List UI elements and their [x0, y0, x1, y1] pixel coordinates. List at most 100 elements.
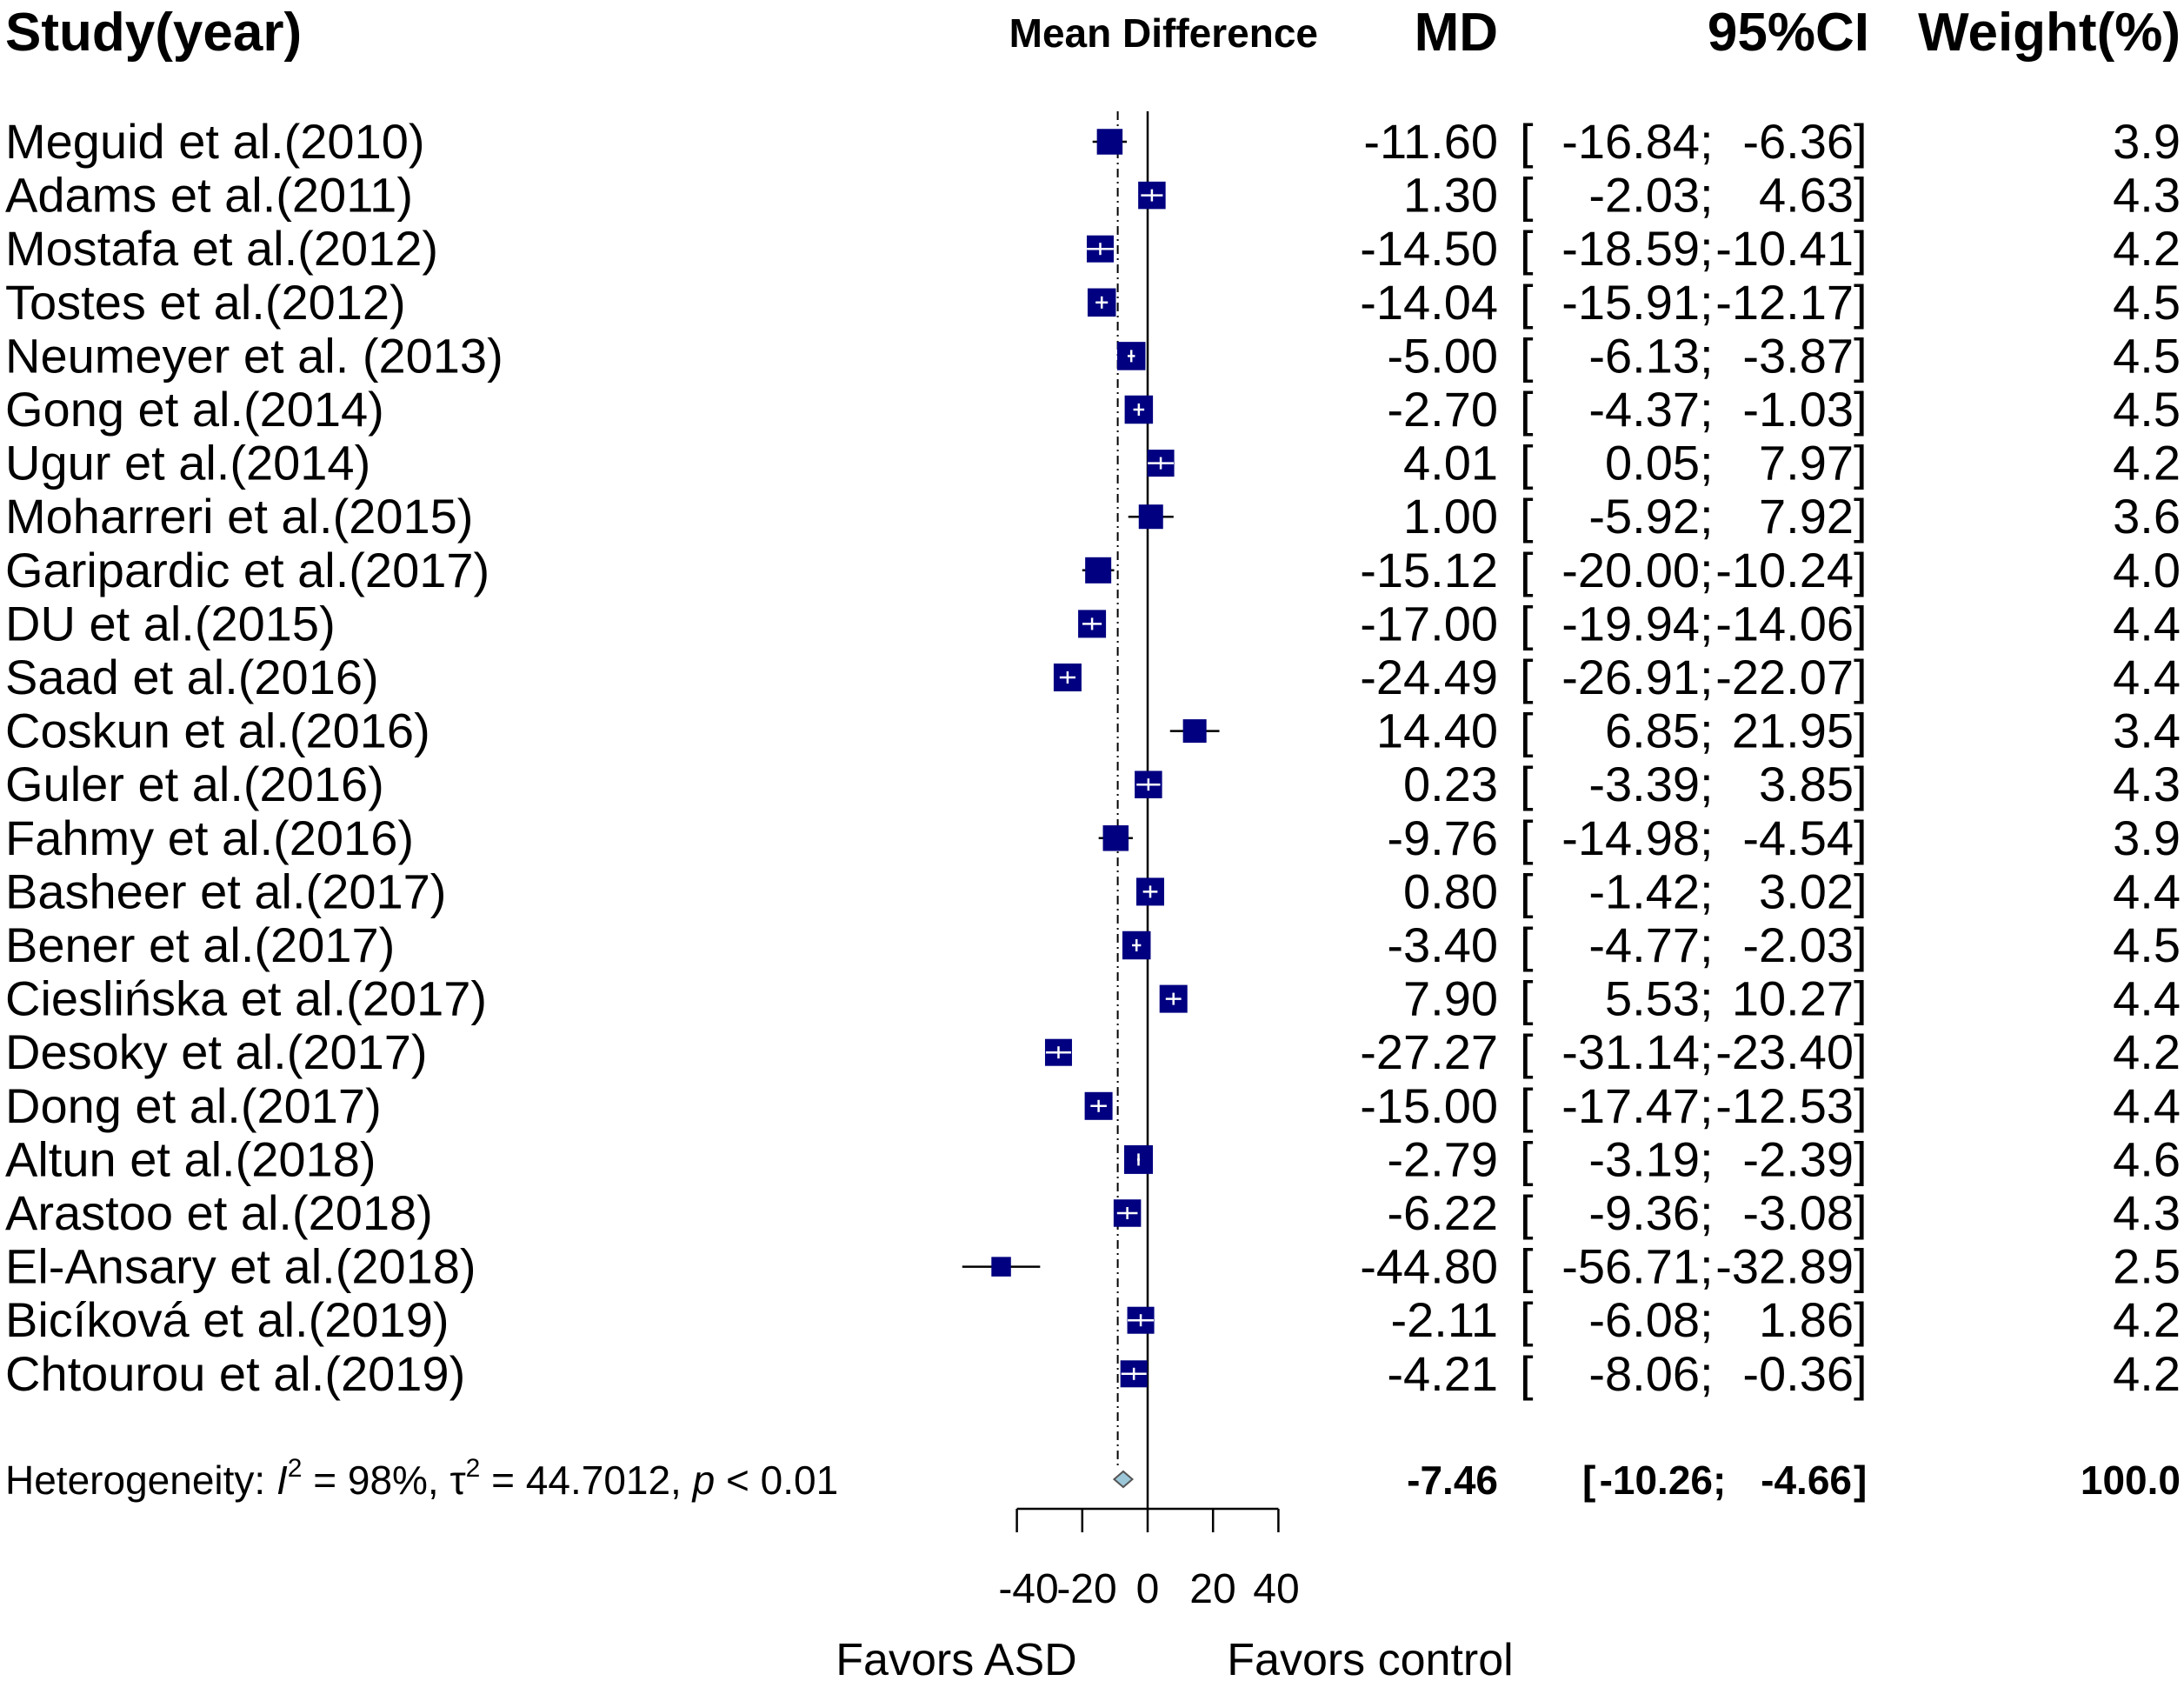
- study-md: -27.27: [1360, 1024, 1498, 1079]
- study-ci-upper: 3.85: [1759, 757, 1854, 811]
- ci-open-bracket: [: [1520, 275, 1534, 330]
- favors-asd-label: Favors ASD: [836, 1635, 1076, 1681]
- study-ci-lower: 0.05: [1605, 436, 1700, 490]
- study-ci-lower: -16.84: [1561, 114, 1700, 169]
- ci-open-bracket: [: [1520, 489, 1534, 544]
- study-ci-lower: -31.14: [1561, 1024, 1700, 1079]
- ci-separator: ;: [1700, 168, 1714, 223]
- study-name: Chtourou et al.(2019): [5, 1346, 465, 1401]
- ci-close-bracket: ]: [1854, 1131, 1868, 1186]
- study-name: Mostafa et al.(2012): [5, 221, 438, 276]
- study-ci-lower: -15.91: [1561, 275, 1700, 330]
- effect-square: [991, 1257, 1011, 1277]
- p-symbol: p: [691, 1458, 716, 1503]
- header-study: Study(year): [5, 3, 302, 63]
- study-name: Ugur et al.(2014): [5, 436, 370, 490]
- ci-close-bracket: ]: [1854, 1078, 1868, 1133]
- effect-square: [1085, 557, 1112, 584]
- study-weight: 4.5: [2113, 328, 2181, 383]
- study-row: Moharreri et al.(2015) 1.00 [-5.92; 7.92] 3.…: [5, 489, 2181, 544]
- ci-separator: ;: [1700, 543, 1714, 597]
- ci-separator: ;: [1700, 221, 1714, 276]
- ci-open-bracket: [: [1520, 1185, 1534, 1240]
- study-weight: 3.4: [2113, 704, 2181, 758]
- ci-open-bracket: [: [1520, 1346, 1534, 1401]
- x-tick-label: 20: [1189, 1566, 1235, 1612]
- study-name: Desoky et al.(2017): [5, 1024, 428, 1079]
- study-weight: 4.6: [2113, 1131, 2181, 1186]
- ci-open-bracket: [: [1520, 328, 1534, 383]
- study-ci-lower: 6.85: [1605, 704, 1700, 758]
- study-row: Adams et al.(2011) 1.30 [-2.03; 4.63] 4.3: [5, 168, 2181, 223]
- ci-open-bracket: [: [1520, 382, 1534, 437]
- study-ci-lower: -2.03: [1588, 168, 1700, 223]
- study-md: 14.40: [1376, 704, 1498, 758]
- pooled-ci-upper: -4.66: [1761, 1458, 1852, 1503]
- ci-open-bracket: [: [1520, 971, 1534, 1026]
- ci-open-bracket: [: [1520, 221, 1534, 276]
- study-weight: 4.0: [2113, 543, 2181, 597]
- pooled-ci-close: ]: [1854, 1458, 1867, 1503]
- study-row: Garipardic et al.(2017) -15.12 [-20.00; -10…: [5, 543, 2181, 597]
- study-ci-upper: -2.03: [1742, 917, 1854, 972]
- ci-close-bracket: ]: [1854, 221, 1868, 276]
- study-name: Garipardic et al.(2017): [5, 543, 489, 597]
- study-weight: 4.3: [2113, 1185, 2181, 1240]
- ci-open-bracket: [: [1520, 596, 1534, 650]
- study-ci-lower: -3.19: [1588, 1131, 1700, 1186]
- ci-open-bracket: [: [1520, 864, 1534, 918]
- ci-close-bracket: ]: [1854, 382, 1868, 437]
- study-row: Coskun et al.(2016) 14.40 [6.85; 21.95] 3.4: [5, 704, 2181, 758]
- study-ci-upper: -3.87: [1742, 328, 1854, 383]
- study-row: Desoky et al.(2017) -27.27 [-31.14; -23.40]…: [5, 1024, 2181, 1079]
- x-tick-label: -40: [998, 1566, 1058, 1612]
- ci-close-bracket: ]: [1854, 543, 1868, 597]
- study-row: Bener et al.(2017) -3.40 [-4.77; -2.03] 4.5: [5, 917, 2181, 972]
- effect-square: [1096, 129, 1123, 155]
- ci-separator: ;: [1700, 114, 1714, 169]
- heterogeneity-label: Heterogeneity:: [5, 1458, 276, 1503]
- study-weight: 3.9: [2113, 810, 2181, 865]
- study-ci-upper: -10.41: [1715, 221, 1854, 276]
- ci-open-bracket: [: [1520, 543, 1534, 597]
- study-weight: 4.4: [2113, 596, 2181, 650]
- study-name: Bicíková et al.(2019): [5, 1292, 449, 1347]
- study-ci-upper: 4.63: [1759, 168, 1854, 223]
- study-row: Ugur et al.(2014) 4.01 [0.05; 7.97] 4.2: [5, 436, 2181, 490]
- study-md: -3.40: [1387, 917, 1498, 972]
- study-weight: 4.2: [2113, 221, 2181, 276]
- study-row: Guler et al.(2016) 0.23 [-3.39; 3.85] 4.3: [5, 757, 2181, 811]
- study-name: El-Ansary et al.(2018): [5, 1239, 476, 1294]
- study-ci-upper: 7.97: [1759, 436, 1854, 490]
- ci-close-bracket: ]: [1854, 704, 1868, 758]
- ci-separator: ;: [1700, 382, 1714, 437]
- study-row: Fahmy et al.(2016) -9.76 [-14.98; -4.54] 3.9: [5, 810, 2181, 865]
- ci-separator: ;: [1700, 1185, 1714, 1240]
- study-ci-lower: -19.94: [1561, 596, 1700, 650]
- study-ci-upper: -10.24: [1715, 543, 1854, 597]
- i2-value: = 98%,: [302, 1458, 449, 1503]
- effect-square: [1138, 504, 1163, 530]
- study-md: -15.00: [1360, 1078, 1498, 1133]
- study-md: -11.60: [1363, 114, 1498, 169]
- study-row: Arastoo et al.(2018) -6.22 [-9.36; -3.08] 4.…: [5, 1185, 2181, 1240]
- ci-close-bracket: ]: [1854, 328, 1868, 383]
- ci-separator: ;: [1700, 436, 1714, 490]
- study-md: 0.23: [1403, 757, 1498, 811]
- study-ci-upper: -0.36: [1742, 1346, 1854, 1401]
- ci-separator: ;: [1700, 971, 1714, 1026]
- study-name: Arastoo et al.(2018): [5, 1185, 433, 1240]
- ci-open-bracket: [: [1520, 757, 1534, 811]
- study-ci-lower: -26.91: [1561, 650, 1700, 704]
- ci-close-bracket: ]: [1854, 757, 1868, 811]
- study-md: -44.80: [1360, 1239, 1498, 1294]
- study-row: Gong et al.(2014) -2.70 [-4.37; -1.03] 4.5: [5, 382, 2181, 437]
- study-md: -14.50: [1360, 221, 1498, 276]
- header-mean-difference: Mean Difference: [1009, 10, 1318, 56]
- ci-separator: ;: [1700, 489, 1714, 544]
- ci-open-bracket: [: [1520, 650, 1534, 704]
- study-name: Basheer et al.(2017): [5, 864, 446, 918]
- ci-separator: ;: [1700, 275, 1714, 330]
- study-weight: 4.4: [2113, 1078, 2181, 1133]
- study-row: El-Ansary et al.(2018) -44.80 [-56.71; -32.…: [5, 1239, 2181, 1294]
